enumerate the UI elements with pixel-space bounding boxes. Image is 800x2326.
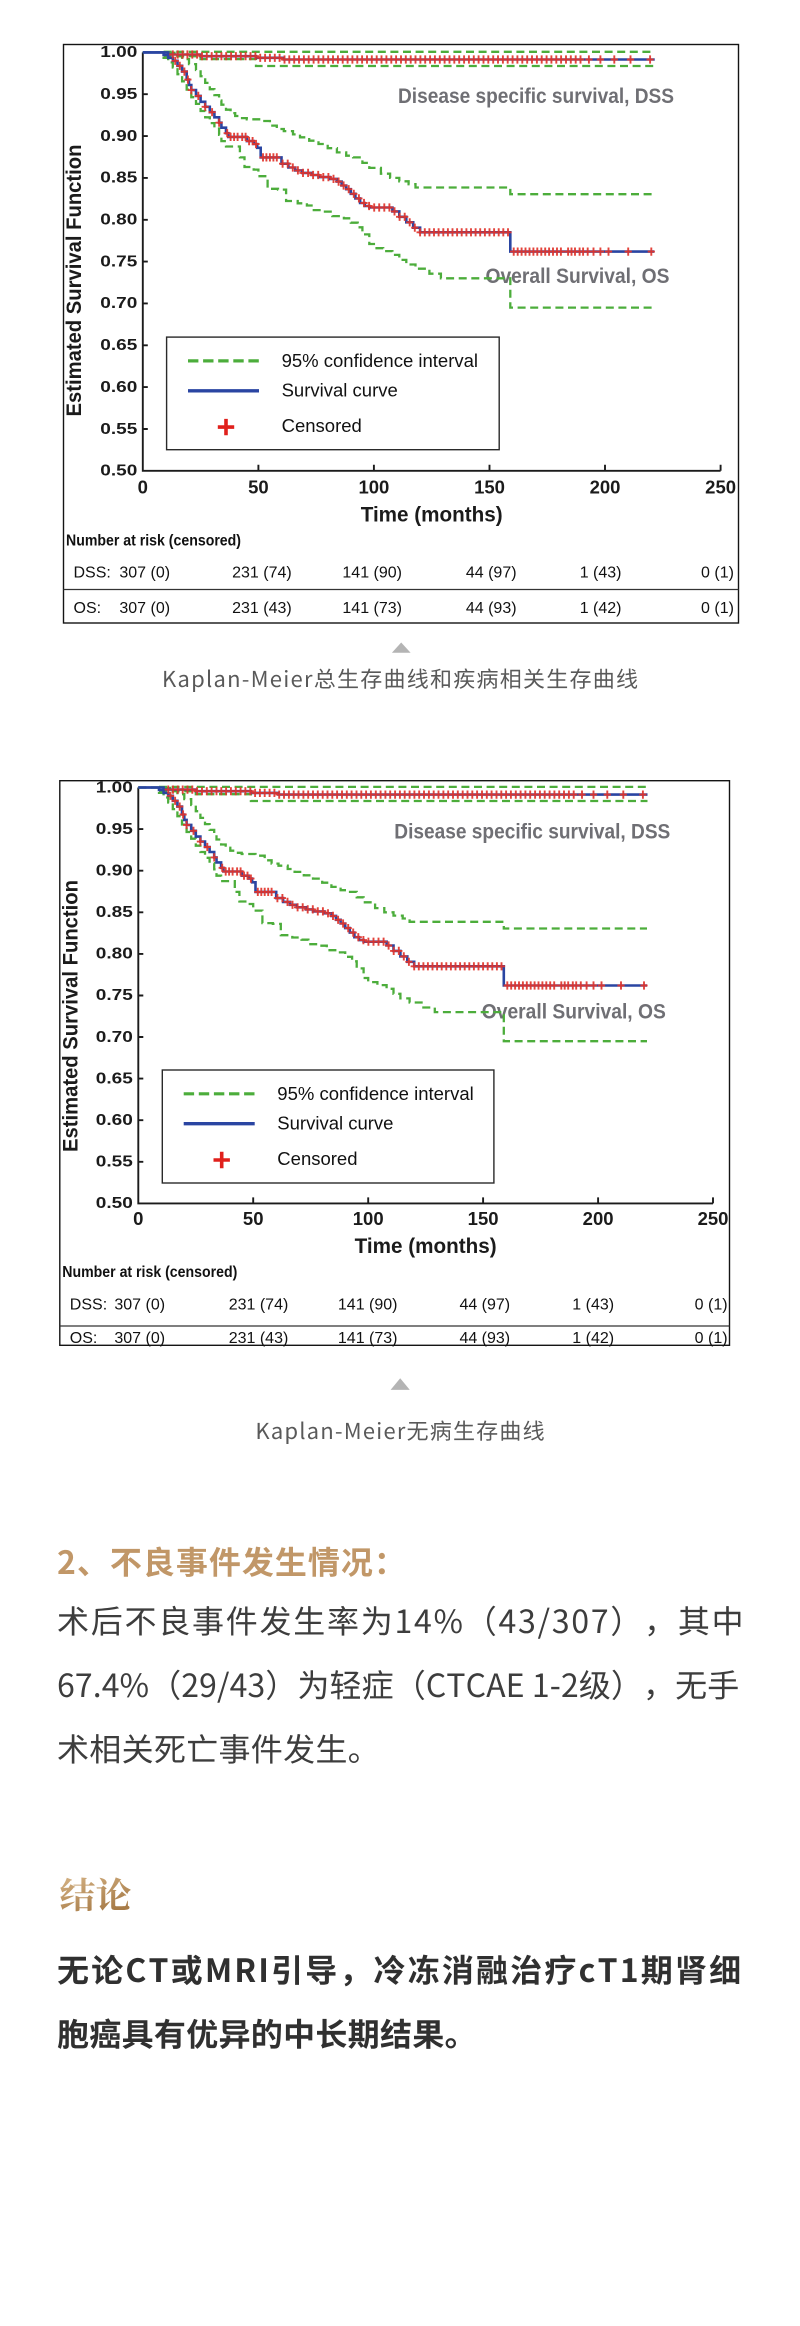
svg-text:1 (42): 1 (42) [572,1330,614,1347]
svg-text:200: 200 [590,477,621,498]
svg-text:231 (43): 231 (43) [229,1330,289,1347]
svg-text:150: 150 [474,477,505,498]
svg-text:Survival curve: Survival curve [277,1113,393,1134]
svg-text:100: 100 [353,1208,384,1229]
svg-text:0.65: 0.65 [100,337,137,354]
svg-text:0.80: 0.80 [100,212,137,229]
svg-text:0.60: 0.60 [96,1112,133,1129]
svg-text:Overall Survival, OS: Overall Survival, OS [482,1000,666,1024]
svg-text:0 (1): 0 (1) [701,600,734,617]
svg-text:44 (97): 44 (97) [466,564,517,581]
svg-text:1.00: 1.00 [96,779,133,796]
svg-text:1.00: 1.00 [100,44,137,61]
svg-text:Censored: Censored [277,1148,357,1169]
svg-text:Time (months): Time (months) [355,1235,497,1258]
svg-text:OS:: OS: [70,1330,98,1347]
svg-text:44 (93): 44 (93) [466,600,517,617]
svg-text:Overall Survival, OS: Overall Survival, OS [486,264,670,288]
svg-text:0.95: 0.95 [96,821,133,838]
svg-text:DSS:: DSS: [74,564,111,581]
svg-text:141 (73): 141 (73) [338,1330,398,1347]
svg-text:1 (43): 1 (43) [572,1297,614,1314]
svg-text:307 (0): 307 (0) [114,1330,165,1347]
svg-text:Time (months): Time (months) [361,503,503,526]
svg-text:Survival curve: Survival curve [282,380,398,401]
svg-text:141 (90): 141 (90) [342,564,402,581]
svg-text:231 (43): 231 (43) [232,600,292,617]
svg-text:0.50: 0.50 [100,463,137,480]
svg-text:95% confidence interval: 95% confidence interval [277,1083,473,1104]
svg-text:0.70: 0.70 [96,1029,133,1046]
svg-text:0.60: 0.60 [100,379,137,396]
svg-text:Disease specific survival, DSS: Disease specific survival, DSS [398,84,674,108]
svg-text:250: 250 [705,477,736,498]
svg-text:1 (43): 1 (43) [580,564,622,581]
svg-text:0.55: 0.55 [100,421,137,438]
svg-text:Estimated Survival Function: Estimated Survival Function [59,880,82,1152]
svg-text:307 (0): 307 (0) [114,1297,165,1314]
svg-text:0 (1): 0 (1) [695,1297,728,1314]
svg-text:44 (97): 44 (97) [459,1297,510,1314]
svg-text:0.95: 0.95 [100,86,137,103]
svg-text:44 (93): 44 (93) [459,1330,510,1347]
svg-text:1 (42): 1 (42) [580,600,622,617]
svg-text:DSS:: DSS: [70,1297,107,1314]
svg-text:0.75: 0.75 [100,253,137,270]
svg-text:0 (1): 0 (1) [695,1330,728,1347]
svg-text:Censored: Censored [282,415,362,436]
svg-text:0 (1): 0 (1) [701,564,734,581]
svg-text:50: 50 [243,1208,264,1229]
svg-text:50: 50 [248,477,269,498]
svg-text:0: 0 [138,477,148,498]
svg-text:0.85: 0.85 [96,904,133,921]
svg-text:Number at risk (censored): Number at risk (censored) [66,533,241,550]
svg-text:200: 200 [583,1208,614,1229]
svg-text:OS:: OS: [74,600,102,617]
svg-text:Estimated Survival Function: Estimated Survival Function [63,145,86,417]
svg-text:150: 150 [468,1208,499,1229]
svg-text:231 (74): 231 (74) [232,564,292,581]
svg-text:0.50: 0.50 [96,1195,133,1212]
svg-text:0.85: 0.85 [100,170,137,187]
svg-text:0.75: 0.75 [96,987,133,1004]
svg-text:95% confidence interval: 95% confidence interval [282,350,478,371]
svg-text:Number at risk (censored): Number at risk (censored) [62,1264,237,1281]
svg-text:250: 250 [698,1208,729,1229]
svg-text:0.90: 0.90 [100,128,137,145]
svg-text:141 (73): 141 (73) [342,600,402,617]
svg-text:0.80: 0.80 [96,946,133,963]
svg-text:0: 0 [133,1208,143,1229]
svg-text:307 (0): 307 (0) [119,564,170,581]
svg-text:0.90: 0.90 [96,863,133,880]
svg-text:0.65: 0.65 [96,1070,133,1087]
svg-text:0.55: 0.55 [96,1154,133,1171]
svg-text:231 (74): 231 (74) [229,1297,289,1314]
svg-text:100: 100 [358,477,389,498]
svg-text:307 (0): 307 (0) [119,600,170,617]
svg-text:Disease specific survival, DSS: Disease specific survival, DSS [394,820,670,844]
svg-text:0.70: 0.70 [100,295,137,312]
svg-text:141 (90): 141 (90) [338,1297,398,1314]
